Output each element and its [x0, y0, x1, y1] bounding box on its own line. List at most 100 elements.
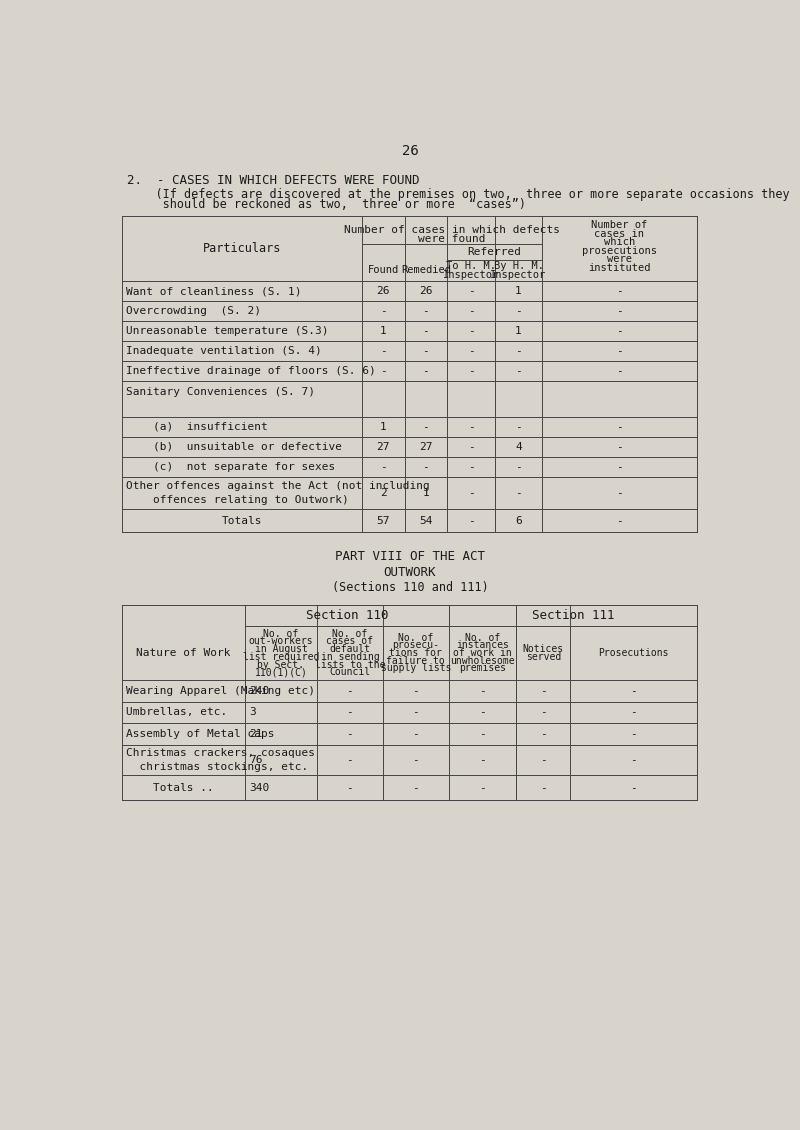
Text: -: -	[616, 366, 622, 376]
Text: -: -	[346, 686, 354, 696]
Text: served: served	[526, 652, 561, 662]
Text: Referred: Referred	[467, 246, 522, 257]
Text: default: default	[330, 644, 370, 654]
Text: were found: were found	[418, 234, 486, 244]
Text: in sending: in sending	[321, 652, 379, 662]
Text: Sanitary Conveniences (S. 7): Sanitary Conveniences (S. 7)	[126, 388, 315, 398]
Text: No. of: No. of	[263, 628, 298, 638]
Text: -: -	[515, 366, 522, 376]
Text: cases in: cases in	[594, 228, 644, 238]
Text: Notices: Notices	[522, 644, 564, 654]
Text: -: -	[346, 729, 354, 739]
Text: -: -	[346, 755, 354, 765]
Text: PART VIII OF THE ACT: PART VIII OF THE ACT	[335, 550, 485, 563]
Text: 2: 2	[380, 488, 386, 498]
Text: -: -	[380, 306, 386, 316]
Text: 1: 1	[515, 286, 522, 296]
Text: -: -	[540, 686, 546, 696]
Text: No. of: No. of	[398, 633, 434, 643]
Text: -: -	[380, 366, 386, 376]
Text: Wearing Apparel (Making etc): Wearing Apparel (Making etc)	[126, 686, 314, 696]
Text: -: -	[540, 783, 546, 793]
Text: Particulars: Particulars	[202, 242, 281, 255]
Text: 26: 26	[377, 286, 390, 296]
Text: -: -	[630, 729, 637, 739]
Text: Council: Council	[330, 668, 370, 677]
Text: -: -	[479, 783, 486, 793]
Text: Unreasonable temperature (S.3): Unreasonable temperature (S.3)	[126, 327, 329, 337]
Text: (a)  insufficient: (a) insufficient	[126, 421, 268, 432]
Text: 57: 57	[377, 515, 390, 525]
Text: 27: 27	[377, 442, 390, 452]
Text: -: -	[413, 686, 419, 696]
Text: -: -	[468, 366, 474, 376]
Text: -: -	[630, 755, 637, 765]
Text: Number of cases in which defects: Number of cases in which defects	[344, 225, 560, 235]
Text: supply lists: supply lists	[381, 663, 451, 673]
Text: prosecu-: prosecu-	[392, 641, 439, 651]
Text: 26: 26	[419, 286, 433, 296]
Text: -: -	[630, 783, 637, 793]
Text: -: -	[468, 327, 474, 337]
Text: -: -	[515, 462, 522, 471]
Text: -: -	[380, 462, 386, 471]
Text: -: -	[515, 306, 522, 316]
Text: -: -	[515, 346, 522, 356]
Text: -: -	[616, 488, 622, 498]
Text: Section 111: Section 111	[531, 609, 614, 622]
Text: -: -	[380, 346, 386, 356]
Text: 27: 27	[419, 442, 433, 452]
Text: 2.  - CASES IN WHICH DEFECTS WERE FOUND: 2. - CASES IN WHICH DEFECTS WERE FOUND	[127, 174, 420, 186]
Text: -: -	[479, 755, 486, 765]
Text: (Sections 110 and 111): (Sections 110 and 111)	[332, 581, 488, 594]
Text: Umbrellas, etc.: Umbrellas, etc.	[126, 707, 227, 718]
Text: -: -	[468, 286, 474, 296]
Text: Totals: Totals	[222, 515, 262, 525]
Text: -: -	[479, 729, 486, 739]
Text: 1: 1	[422, 488, 430, 498]
Text: Inadequate ventilation (S. 4): Inadequate ventilation (S. 4)	[126, 346, 322, 356]
Text: -: -	[630, 707, 637, 718]
Text: Number of: Number of	[591, 220, 647, 231]
Text: Other offences against the Act (not including: Other offences against the Act (not incl…	[126, 481, 430, 490]
Text: -: -	[616, 286, 622, 296]
Text: 1: 1	[380, 327, 386, 337]
Text: -: -	[422, 346, 430, 356]
Text: list required: list required	[242, 652, 319, 662]
Text: 26: 26	[402, 144, 418, 158]
Text: premises: premises	[459, 663, 506, 673]
Text: -: -	[413, 783, 419, 793]
Text: -: -	[540, 729, 546, 739]
Text: christmas stockings, etc.: christmas stockings, etc.	[126, 762, 308, 772]
Text: Nature of Work: Nature of Work	[136, 647, 230, 658]
Text: -: -	[413, 755, 419, 765]
Text: -: -	[468, 442, 474, 452]
Text: -: -	[422, 366, 430, 376]
Text: Totals ..: Totals ..	[153, 783, 214, 793]
Text: 1: 1	[380, 421, 386, 432]
Text: -: -	[468, 346, 474, 356]
Text: -: -	[422, 462, 430, 471]
Text: -: -	[422, 421, 430, 432]
Text: Want of cleanliness (S. 1): Want of cleanliness (S. 1)	[126, 286, 302, 296]
Text: 4: 4	[515, 442, 522, 452]
Text: 1: 1	[515, 327, 522, 337]
Text: -: -	[413, 729, 419, 739]
Text: 110(1)(C): 110(1)(C)	[254, 668, 307, 677]
Text: -: -	[616, 442, 622, 452]
Text: -: -	[616, 515, 622, 525]
Text: -: -	[616, 462, 622, 471]
Text: -: -	[468, 306, 474, 316]
Text: -: -	[540, 755, 546, 765]
Text: No. of: No. of	[465, 633, 500, 643]
Text: prosecutions: prosecutions	[582, 245, 657, 255]
Text: (b)  unsuitable or defective: (b) unsuitable or defective	[126, 442, 342, 452]
Text: Inspector: Inspector	[443, 270, 499, 280]
Text: (If defects are discovered at the premises on two,  three or more separate occas: (If defects are discovered at the premis…	[127, 189, 790, 201]
Text: -: -	[540, 707, 546, 718]
Text: -: -	[616, 421, 622, 432]
Text: Christmas crackers, cosaques: Christmas crackers, cosaques	[126, 748, 314, 758]
Text: -: -	[515, 488, 522, 498]
Text: By H. M.: By H. M.	[494, 261, 543, 271]
Text: -: -	[468, 515, 474, 525]
